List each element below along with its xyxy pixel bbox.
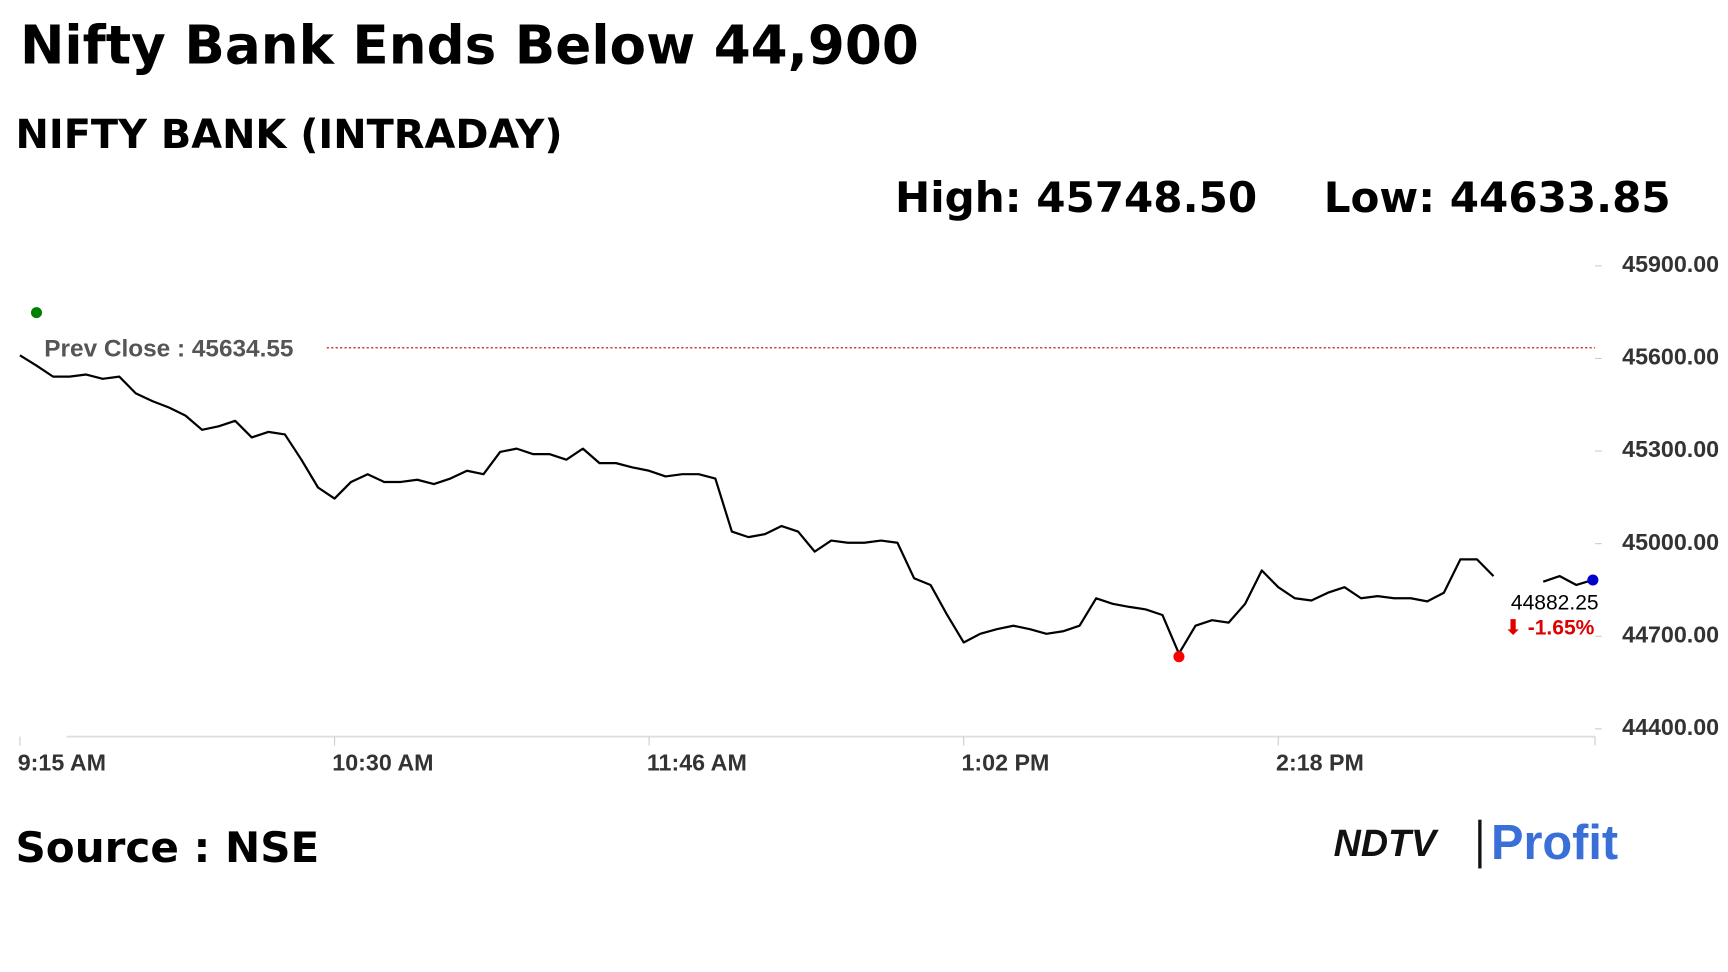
low-label: Low: 44633.85 [1324, 173, 1671, 222]
x-tick-label: 1:02 PM [961, 749, 1049, 775]
price-line [19, 354, 1594, 655]
last-value-label: 44882.25 [1511, 591, 1599, 614]
y-tick-label: 44700.00 [1622, 621, 1719, 647]
logo-left: NDTV [1334, 822, 1439, 864]
chart-subtitle: NIFTY BANK (INTRADAY) [16, 112, 563, 158]
low-marker [1173, 651, 1185, 663]
chart-title: Nifty Bank Ends Below 44,900 [20, 14, 919, 76]
x-tick-label: 9:15 AM [18, 749, 106, 775]
y-tick-label: 45900.00 [1622, 251, 1719, 277]
high-label: High: 45748.50 [895, 173, 1257, 222]
y-tick-label: 45300.00 [1622, 436, 1719, 462]
reference-label: Prev Close : 45634.55 [44, 335, 293, 362]
y-tick-label: 45000.00 [1622, 529, 1719, 555]
high-marker [30, 307, 43, 319]
x-tick-label: 11:46 AM [647, 749, 747, 775]
x-tick-label: 2:18 PM [1276, 749, 1364, 775]
source: Source : NSE [16, 823, 320, 872]
y-tick-label: 44400.00 [1622, 714, 1719, 740]
last-marker [1587, 574, 1599, 586]
x-tick-label: 10:30 AM [332, 749, 433, 775]
y-tick-label: 45600.00 [1622, 344, 1719, 370]
logo-right: Profit [1491, 816, 1618, 870]
change-label: ⬇ -1.65% [1504, 617, 1594, 640]
